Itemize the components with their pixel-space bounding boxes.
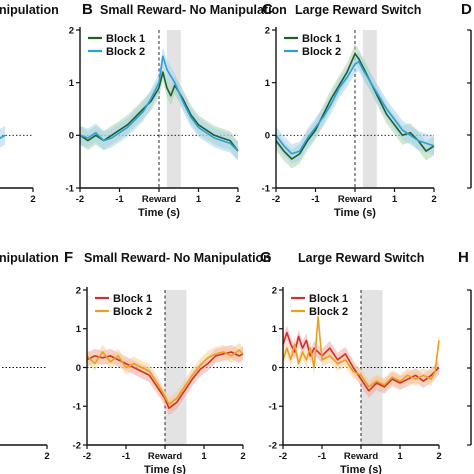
series-line-2 bbox=[275, 60, 435, 155]
panel-h-axis-fragment bbox=[467, 289, 472, 446]
series-line-1 bbox=[282, 331, 440, 392]
panel-title: Large Reward Switch bbox=[298, 251, 424, 265]
x-tick-label: 2 bbox=[44, 451, 49, 462]
legend-label: Block 1 bbox=[309, 293, 348, 305]
x-axis-title: Time (s) bbox=[138, 207, 180, 219]
y-tick-label: -1 bbox=[262, 183, 271, 194]
legend-label: Block 2 bbox=[302, 46, 341, 58]
panel-letter: C bbox=[262, 1, 273, 18]
legend-label: Block 1 bbox=[113, 293, 152, 305]
x-tick-label-reward: Reward bbox=[142, 194, 177, 205]
panel-letter: G bbox=[260, 249, 272, 266]
panel-letter: B bbox=[82, 1, 93, 18]
series-line-1 bbox=[79, 71, 239, 152]
y-tick-label: 0 bbox=[265, 131, 270, 142]
x-axis-title: Time (s) bbox=[144, 464, 186, 474]
y-tick-label: -1 bbox=[66, 183, 75, 194]
reward-window-shade bbox=[166, 30, 181, 188]
y-tick-label: 2 bbox=[272, 285, 277, 296]
panel-title-fragment: nipulation bbox=[0, 3, 59, 17]
legend-label: Block 2 bbox=[106, 46, 145, 58]
x-tick-label: -1 bbox=[115, 194, 124, 205]
x-axis-title: Time (s) bbox=[334, 207, 376, 219]
y-tick-label: 1 bbox=[76, 324, 82, 335]
legend-label: Block 2 bbox=[113, 306, 152, 318]
series-line-2 bbox=[86, 349, 244, 406]
x-tick-label-reward: Reward bbox=[338, 194, 373, 205]
sem-band-series-2 bbox=[87, 343, 243, 412]
x-tick-label-reward: Reward bbox=[344, 451, 379, 462]
series-line-1 bbox=[275, 52, 435, 160]
panel-d: D bbox=[461, 1, 472, 18]
y-tick-label: 2 bbox=[69, 25, 74, 36]
x-tick-label: -2 bbox=[272, 194, 280, 205]
x-tick-label: 2 bbox=[431, 194, 436, 205]
panel-h: H bbox=[458, 249, 469, 266]
panel-letter: H bbox=[458, 249, 469, 266]
legend-label: Block 1 bbox=[302, 33, 341, 45]
panel-title: Large Reward Switch bbox=[295, 3, 421, 17]
panel-letter: F bbox=[64, 249, 73, 266]
x-tick-label: -1 bbox=[122, 451, 131, 462]
panel-f: F Small Reward- No Manipulation -2 -1 0 1 2 -2 -… bbox=[64, 249, 271, 474]
panel-d-axis-fragment bbox=[467, 29, 472, 189]
panel-e: nipulation 2 bbox=[0, 251, 59, 462]
x-tick-label: -2 bbox=[76, 194, 84, 205]
y-tick-label: 2 bbox=[265, 25, 270, 36]
panel-g: G Large Reward Switch -2 -1 0 1 2 -2 -1 Reward 1 2 T… bbox=[260, 249, 442, 474]
y-tick-label: -1 bbox=[269, 402, 278, 413]
y-tick-label: 1 bbox=[272, 324, 278, 335]
legend-label: Block 1 bbox=[106, 33, 145, 45]
panel-letter: D bbox=[461, 1, 472, 18]
sem-band-series-2 bbox=[276, 52, 434, 164]
x-tick-label: 2 bbox=[436, 451, 441, 462]
x-tick-label: 2 bbox=[30, 194, 35, 205]
y-tick-label: 0 bbox=[272, 363, 277, 374]
y-tick-label: -2 bbox=[269, 440, 277, 451]
x-tick-label: 1 bbox=[392, 194, 398, 205]
sem-band-series-1 bbox=[0, 125, 6, 148]
x-tick-label: 1 bbox=[201, 451, 207, 462]
x-tick-label: 1 bbox=[397, 451, 403, 462]
y-tick-label: 0 bbox=[76, 363, 81, 374]
x-tick-label: 2 bbox=[240, 451, 245, 462]
x-tick-label: -1 bbox=[318, 451, 327, 462]
panel-title: Small Reward- No Manipulation bbox=[100, 3, 287, 17]
x-tick-label: -1 bbox=[311, 194, 320, 205]
x-tick-label: -2 bbox=[279, 451, 287, 462]
y-tick-label: -2 bbox=[73, 440, 81, 451]
x-tick-label: 1 bbox=[196, 194, 202, 205]
panel-title: Small Reward- No Manipulation bbox=[84, 251, 271, 265]
sem-band-series-2 bbox=[283, 310, 439, 394]
x-tick-label: 2 bbox=[235, 194, 240, 205]
y-tick-label: 1 bbox=[265, 78, 271, 89]
series-line-2 bbox=[79, 55, 239, 152]
x-axis-title: Time (s) bbox=[340, 464, 382, 474]
y-tick-label: -1 bbox=[73, 402, 82, 413]
panel-title-fragment: nipulation bbox=[0, 251, 59, 265]
sem-band-series-1 bbox=[276, 44, 434, 169]
reward-window-shade bbox=[362, 30, 377, 188]
x-tick-label: -2 bbox=[83, 451, 91, 462]
legend-label: Block 2 bbox=[309, 306, 348, 318]
y-tick-label: 0 bbox=[69, 131, 74, 142]
panel-a: nipulation 2 bbox=[0, 3, 59, 205]
series-line-2 bbox=[282, 316, 440, 388]
y-tick-label: 2 bbox=[76, 285, 81, 296]
y-tick-label: 1 bbox=[69, 78, 75, 89]
x-tick-label-reward: Reward bbox=[148, 451, 183, 462]
